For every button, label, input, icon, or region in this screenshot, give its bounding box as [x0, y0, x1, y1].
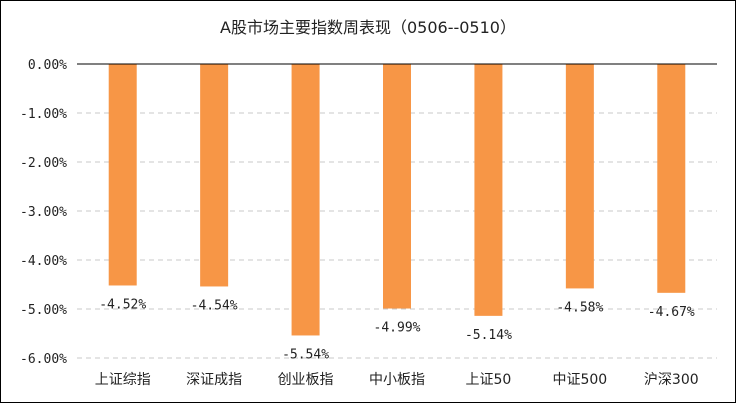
data-label: -4.58% — [556, 300, 603, 315]
data-label: -5.54% — [282, 347, 329, 362]
bar — [200, 64, 229, 287]
x-tick-label: 创业板指 — [278, 372, 334, 388]
bars — [108, 64, 686, 336]
x-tick-label: 中小板指 — [369, 372, 425, 388]
y-tick-label: 0.00% — [28, 58, 67, 73]
y-tick-label: -2.00% — [20, 156, 67, 171]
x-tick-label: 沪深300 — [644, 372, 699, 388]
y-tick-label: -3.00% — [20, 205, 67, 220]
data-labels: -4.52% -4.54% -5.54% -4.99% -5.14% -4.58% -4.6… — [99, 297, 695, 362]
bar — [383, 64, 411, 309]
data-label: -4.67% — [648, 305, 695, 320]
bar — [474, 64, 503, 316]
bar — [108, 64, 137, 286]
chart-title: A股市场主要指数周表现（0506--0510） — [220, 18, 516, 37]
x-tick-label: 上证50 — [466, 372, 512, 388]
x-tick-label: 深证成指 — [186, 372, 242, 388]
bar — [291, 64, 320, 336]
x-tick-label: 中证500 — [552, 372, 607, 388]
y-tick-label: -5.00% — [20, 303, 67, 318]
data-label: -4.54% — [191, 298, 238, 313]
y-tick-label: -6.00% — [20, 352, 67, 367]
x-axis-ticks: 上证综指 深证成指 创业板指 中小板指 上证50 中证500 沪深300 — [95, 372, 699, 388]
bar — [565, 64, 594, 289]
data-label: -4.52% — [99, 297, 146, 312]
data-label: -4.99% — [374, 321, 421, 336]
data-label: -5.14% — [465, 328, 512, 343]
y-axis-ticks: 0.00% -1.00% -2.00% -3.00% -4.00% -5.00% -6.00… — [20, 58, 67, 367]
y-tick-label: -4.00% — [20, 254, 67, 269]
y-tick-label: -1.00% — [20, 107, 67, 122]
x-tick-label: 上证综指 — [95, 372, 151, 388]
bar — [657, 64, 686, 293]
